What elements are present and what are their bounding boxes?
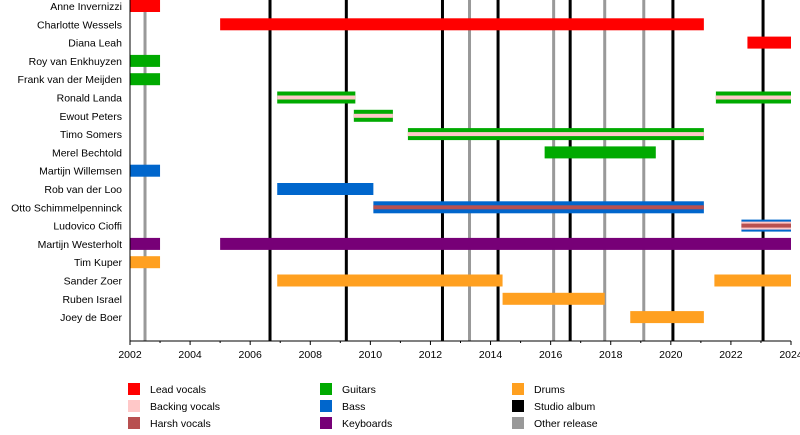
legend-label-other: Other release bbox=[534, 418, 598, 430]
bar-lead bbox=[130, 0, 161, 12]
x-tick-label: 2014 bbox=[479, 349, 503, 361]
member-name-label: Timo Somers bbox=[60, 129, 122, 141]
x-tick-label: 2020 bbox=[659, 349, 683, 361]
bar-lead bbox=[220, 18, 704, 31]
member-name-label: Rob van der Loo bbox=[44, 184, 122, 196]
legend-swatch-harsh bbox=[128, 417, 140, 429]
legend-label-studio: Studio album bbox=[534, 401, 596, 413]
bar-bass bbox=[277, 183, 374, 195]
member-name-label: Sander Zoer bbox=[64, 276, 123, 288]
legend-label-harsh: Harsh vocals bbox=[150, 418, 211, 430]
x-tick-label: 2004 bbox=[178, 349, 202, 361]
member-name-label: Joey de Boer bbox=[60, 312, 122, 324]
bar-lead bbox=[747, 36, 791, 49]
x-tick-label: 2010 bbox=[359, 349, 383, 361]
bar-backing bbox=[277, 95, 356, 100]
member-name-label: Otto Schimmelpenninck bbox=[11, 202, 123, 214]
bar-drums bbox=[130, 256, 161, 269]
member-name-label: Roy van Enkhuyzen bbox=[29, 56, 123, 68]
bar-guitars bbox=[544, 146, 656, 159]
legend: Lead vocals Backing vocals Harsh vocals Gui… bbox=[128, 383, 598, 430]
bar-harsh bbox=[741, 223, 791, 228]
x-tick-label: 2022 bbox=[719, 349, 743, 361]
bar-bass bbox=[130, 164, 161, 177]
member-name-label: Frank van der Meijden bbox=[18, 74, 123, 86]
legend-label-guitars: Guitars bbox=[342, 384, 376, 396]
x-tick-label: 2006 bbox=[239, 349, 263, 361]
legend-swatch-studio bbox=[512, 400, 524, 412]
x-tick-label: 2024 bbox=[779, 349, 800, 361]
legend-label-lead: Lead vocals bbox=[150, 384, 206, 396]
legend-swatch-drums bbox=[512, 383, 524, 395]
bar-keyboards bbox=[130, 237, 161, 250]
bar-harsh bbox=[373, 205, 704, 210]
bar-backing bbox=[353, 113, 393, 118]
member-name-label: Diana Leah bbox=[68, 38, 122, 50]
member-bars bbox=[130, 0, 792, 324]
legend-label-keyboards: Keyboards bbox=[342, 418, 392, 430]
x-tick-label: 2008 bbox=[299, 349, 323, 361]
bar-guitars bbox=[130, 73, 161, 86]
legend-swatch-lead bbox=[128, 383, 140, 395]
member-name-label: Anne Invernizzi bbox=[50, 1, 122, 13]
member-name-label: Ludovico Cioffi bbox=[53, 221, 122, 233]
legend-swatch-keyboards bbox=[320, 417, 332, 429]
x-tick-label: 2016 bbox=[539, 349, 563, 361]
legend-swatch-bass bbox=[320, 400, 332, 412]
member-name-label: Martijn Willemsen bbox=[39, 166, 122, 178]
bar-drums bbox=[714, 274, 791, 287]
bar-backing bbox=[715, 95, 791, 100]
x-tick-label: 2018 bbox=[599, 349, 623, 361]
bar-guitars bbox=[130, 54, 161, 67]
legend-label-bass: Bass bbox=[342, 401, 365, 413]
bar-drums bbox=[277, 274, 503, 287]
x-axis: 2002 2004 2006 2008 2010 2012 2014 2016 2018 2020… bbox=[118, 0, 800, 361]
x-tick-label: 2012 bbox=[419, 349, 443, 361]
legend-label-backing: Backing vocals bbox=[150, 401, 220, 413]
member-name-label: Tim Kuper bbox=[74, 257, 123, 269]
legend-swatch-backing bbox=[128, 400, 140, 412]
x-tick-label: 2002 bbox=[118, 349, 142, 361]
bar-backing bbox=[407, 132, 704, 137]
member-labels: Anne Invernizzi Charlotte Wessels Diana Le… bbox=[11, 1, 123, 324]
release-lines bbox=[143, 0, 765, 341]
member-name-label: Merel Bechtold bbox=[52, 147, 122, 159]
bar-drums bbox=[502, 292, 605, 305]
member-name-label: Charlotte Wessels bbox=[37, 19, 122, 31]
member-name-label: Ronald Landa bbox=[57, 93, 123, 105]
legend-swatch-other bbox=[512, 417, 524, 429]
bar-keyboards bbox=[220, 237, 792, 250]
legend-swatch-guitars bbox=[320, 383, 332, 395]
legend-label-drums: Drums bbox=[534, 384, 565, 396]
member-name-label: Ruben Israel bbox=[62, 294, 122, 306]
member-name-label: Martijn Westerholt bbox=[38, 239, 122, 251]
member-name-label: Ewout Peters bbox=[60, 111, 122, 123]
bar-drums bbox=[630, 311, 704, 324]
